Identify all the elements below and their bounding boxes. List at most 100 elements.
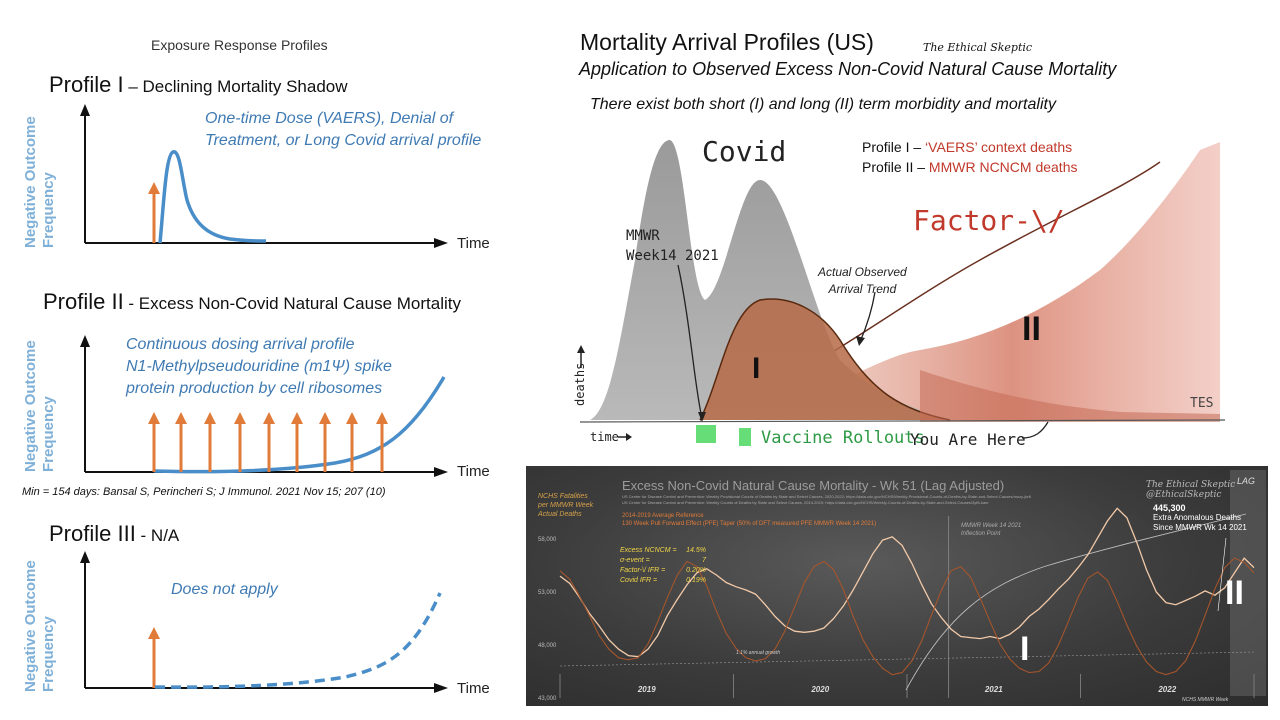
profile1-title: Profile I – Declining Mortality Shadow	[49, 72, 348, 98]
profile1-curve	[158, 150, 267, 244]
ytick-label: 48,000	[538, 643, 557, 649]
profile3-chart	[80, 551, 448, 693]
year-label: 2019	[637, 685, 656, 694]
profile2-ylabel-line2: Frequency	[40, 396, 57, 472]
stat-value: 7	[702, 557, 706, 564]
deaths-label: deaths	[573, 362, 587, 406]
dose-arrow-icon	[234, 412, 246, 424]
actual-trend-line1: Actual Observed	[818, 265, 907, 279]
profile2-title: Profile II - Excess Non-Covid Natural Ca…	[43, 289, 461, 315]
average-reference-line	[559, 557, 1255, 676]
ytick-label: 53,000	[538, 590, 557, 596]
profile3-dose-arrow-icon	[148, 627, 160, 639]
dark-sources: US Center for Disease Control and Preven…	[622, 494, 1042, 506]
tes-label: TES	[1190, 396, 1214, 411]
stat-label: Factor-\/ IFR =	[620, 567, 666, 574]
dark-ylabel-line2: per MMWR Week	[538, 502, 594, 509]
profile2-y-arrow-icon	[80, 335, 90, 347]
profile2-title-main: Profile II	[43, 289, 124, 314]
dose-arrow-icon	[376, 412, 388, 424]
dark-roman-two: II	[1225, 574, 1244, 612]
year-label: 2021	[984, 685, 1003, 694]
profile1-ylabel: Negative Outcome Frequency	[22, 116, 58, 248]
dose-arrow-icon	[346, 412, 358, 424]
dark-x-footer: NCHS MMWR Week	[1182, 697, 1229, 703]
callout-value: 445,300	[1153, 503, 1186, 513]
dose-arrow-icon	[319, 412, 331, 424]
profile3-y-arrow-icon	[80, 551, 90, 563]
right-title: Mortality Arrival Profiles (US)	[580, 29, 874, 55]
legend-profile1-prefix: Profile I –	[862, 139, 926, 155]
arrival-x-axis	[579, 419, 1226, 423]
profile2-note-line3: protein production by cell ribosomes	[126, 380, 383, 397]
covid-area	[590, 140, 920, 420]
dark-ylabel-line3: Actual Deaths	[538, 511, 582, 518]
stat-row: Factor-\/ IFR = 0.20%	[620, 566, 706, 576]
callout-line1: Extra Anomalous Deaths	[1153, 513, 1242, 522]
dark-chart-title: Excess Non-Covid Natural Cause Mortality…	[622, 478, 1005, 493]
legend-profile2-value: MMWR NCNCM deaths	[928, 159, 1078, 175]
legend-profile2-prefix: Profile II –	[862, 159, 929, 175]
actual-deaths-line	[559, 507, 1255, 658]
you-are-here-label: You Are Here	[910, 430, 1026, 449]
mmwr-label-line2: Week14 2021	[626, 248, 719, 264]
callout: 445,300 Extra Anomalous Deaths Since MMW…	[1153, 503, 1247, 533]
lag-label: LAG	[1237, 476, 1256, 486]
legend-profile2: Profile II – MMWR NCNCM deaths	[862, 159, 1078, 175]
profile3-time-label: Time	[457, 680, 490, 697]
time-arrow-icon	[626, 433, 632, 441]
profile1-outline	[699, 298, 951, 421]
year-label: 2022	[1157, 685, 1176, 694]
stat-label: Excess NCNCM =	[620, 547, 677, 554]
profile3-title: Profile III - N/A	[49, 521, 179, 547]
callout-line2: Since MMWR Wk 14 2021	[1153, 523, 1247, 532]
actual-trend-line2: Arrival Trend	[828, 282, 897, 296]
ytick-label: 43,000	[538, 696, 557, 702]
mmwr-label: MMWR Week14 2021	[626, 226, 719, 266]
legend-profile1-value: ‘VAERS’ context deaths	[925, 139, 1073, 155]
left-header: Exposure Response Profiles	[151, 37, 328, 53]
profile2-curve	[153, 376, 446, 474]
profile2-note-line1: Continuous dosing arrival profile	[126, 336, 355, 353]
stat-row: Covid IFR = 0.19%	[620, 576, 706, 586]
profile3-ylabel-line1: Negative Outcome	[22, 560, 39, 692]
vaccine-marker-1	[696, 425, 716, 443]
dose-arrow-icon	[263, 412, 275, 424]
dark-ylabel: NCHS Fatalities per MMWR Week Actual Dea…	[538, 492, 593, 519]
stat-value: 0.20%	[686, 567, 706, 574]
pfe-trend-line	[905, 513, 1247, 691]
year-label: 2020	[810, 685, 829, 694]
profile1-x-arrow-icon	[434, 238, 448, 248]
ytick-label: 58,000	[538, 537, 557, 543]
callout-pointer	[1217, 537, 1227, 612]
profile1-ylabel-line1: Negative Outcome	[22, 116, 39, 248]
dark-legend: 2014-2019 Average Reference 130 Week Pul…	[622, 512, 876, 528]
growth-baseline	[559, 651, 1255, 667]
deaths-arrow-icon	[577, 345, 585, 353]
profile3-curve	[154, 592, 442, 689]
you-are-here-arrow-line	[1021, 421, 1049, 439]
actual-arrow-icon	[856, 336, 865, 346]
dose-arrow-icon	[204, 412, 216, 424]
profile1-note-line2: Treatment, or Long Covid arrival profile	[205, 132, 482, 149]
vaccine-label: Vaccine Rollouts	[761, 428, 925, 448]
mmwr-arrow-line	[677, 264, 703, 419]
right-brand: The Ethical Skeptic	[923, 41, 1033, 54]
profile1-area	[700, 299, 950, 420]
dark-source-line2: US Center for Disease Control and Preven…	[622, 500, 989, 505]
profile1-chart	[80, 104, 448, 248]
right-subtitle: Application to Observed Excess Non-Covid…	[579, 59, 1117, 79]
factor-label: Factor-\/	[913, 204, 1065, 237]
dark-brand-line1: The Ethical Skeptic	[1146, 480, 1236, 490]
profile2-note-line2: N1-Methylpseudouridine (m1Ψ) spike	[126, 358, 392, 375]
inflection-label: MMWR Week 14 2021 Inflection Point	[961, 522, 1021, 538]
profile2-x-arrow-icon	[434, 467, 448, 477]
profile3-x-arrow-icon	[434, 683, 448, 693]
stat-row: σ-event = 7	[620, 556, 706, 566]
profile1-y-arrow-icon	[80, 104, 90, 116]
dark-source-line1: US Center for Disease Control and Preven…	[622, 494, 1031, 499]
profile1-time-label: Time	[457, 235, 490, 252]
profile1-note-line1: One-time Dose (VAERS), Denial of	[205, 110, 454, 127]
profile1-ylabel-line2: Frequency	[40, 172, 57, 248]
profile3-title-rest: - N/A	[135, 526, 180, 545]
